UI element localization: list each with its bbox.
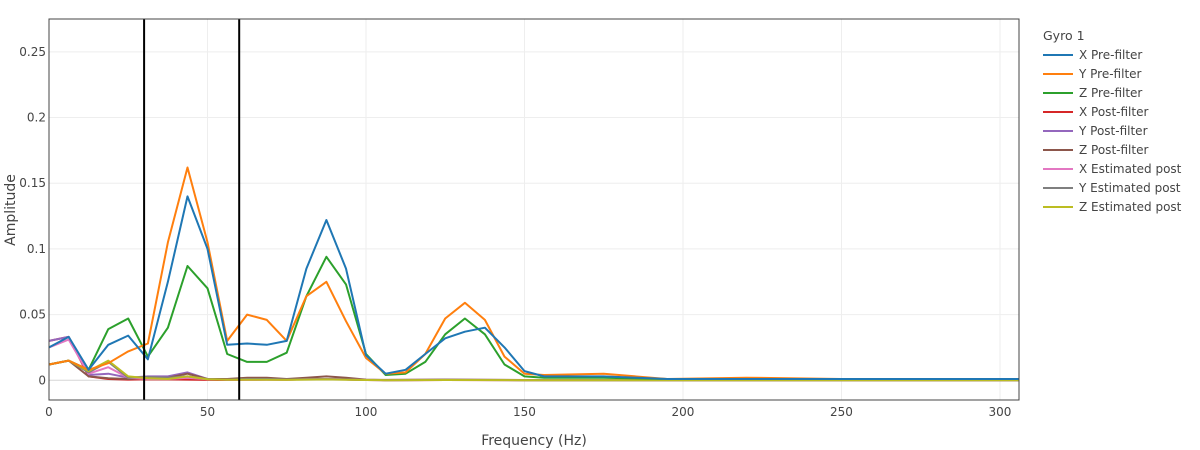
x-axis-title: Frequency (Hz) [481,433,587,449]
x-tick-label: 200 [672,405,695,419]
legend-label: Z Estimated post [1079,200,1182,214]
legend-label: X Estimated post [1079,162,1182,176]
x-tick-label: 100 [355,405,378,419]
marker-lines [143,19,241,400]
legend-label: X Pre-filter [1079,48,1142,62]
x-tick-label: 250 [830,405,853,419]
series-line-z-pre-filter [48,255,1019,380]
series-lines [48,166,1019,382]
legend-title: Gyro 1 [1043,28,1085,43]
x-axis-ticks: 0 50 100 150 200 250 300 [45,405,1011,419]
y-axis-title: Amplitude [3,174,19,246]
x-tick-label: 0 [45,405,53,419]
series-line-y-pre-filter [48,166,1019,380]
legend-label: Y Estimated post [1078,181,1181,195]
y-tick-label: 0 [38,373,46,387]
x-tick-label: 50 [200,405,215,419]
y-tick-label: 0.05 [19,308,46,322]
y-tick-label: 0.25 [19,45,46,59]
legend-items: X Pre-filter Y Pre-filter Z Pre-filter X Po… [1043,48,1182,214]
x-gridlines [206,19,1001,400]
series-line-z-estimated-post [48,359,1019,382]
plot-area-frame [48,18,1020,401]
x-tick-label: 300 [989,405,1012,419]
y-tick-label: 0.1 [27,242,46,256]
legend: Gyro 1 X Pre-filter Y Pre-filter Z Pre-fil… [1043,28,1182,214]
legend-label: Z Post-filter [1079,143,1148,157]
x-tick-label: 150 [513,405,536,419]
y-tick-label: 0.15 [19,176,46,190]
legend-label: Y Post-filter [1078,124,1148,138]
legend-label: X Post-filter [1079,105,1148,119]
y-tick-label: 0.2 [27,111,46,125]
series-line-x-pre-filter [48,195,1019,380]
y-axis-ticks: 0 0.05 0.1 0.15 0.2 0.25 [19,45,46,387]
legend-label: Y Pre-filter [1078,67,1142,81]
legend-label: Z Pre-filter [1079,86,1142,100]
